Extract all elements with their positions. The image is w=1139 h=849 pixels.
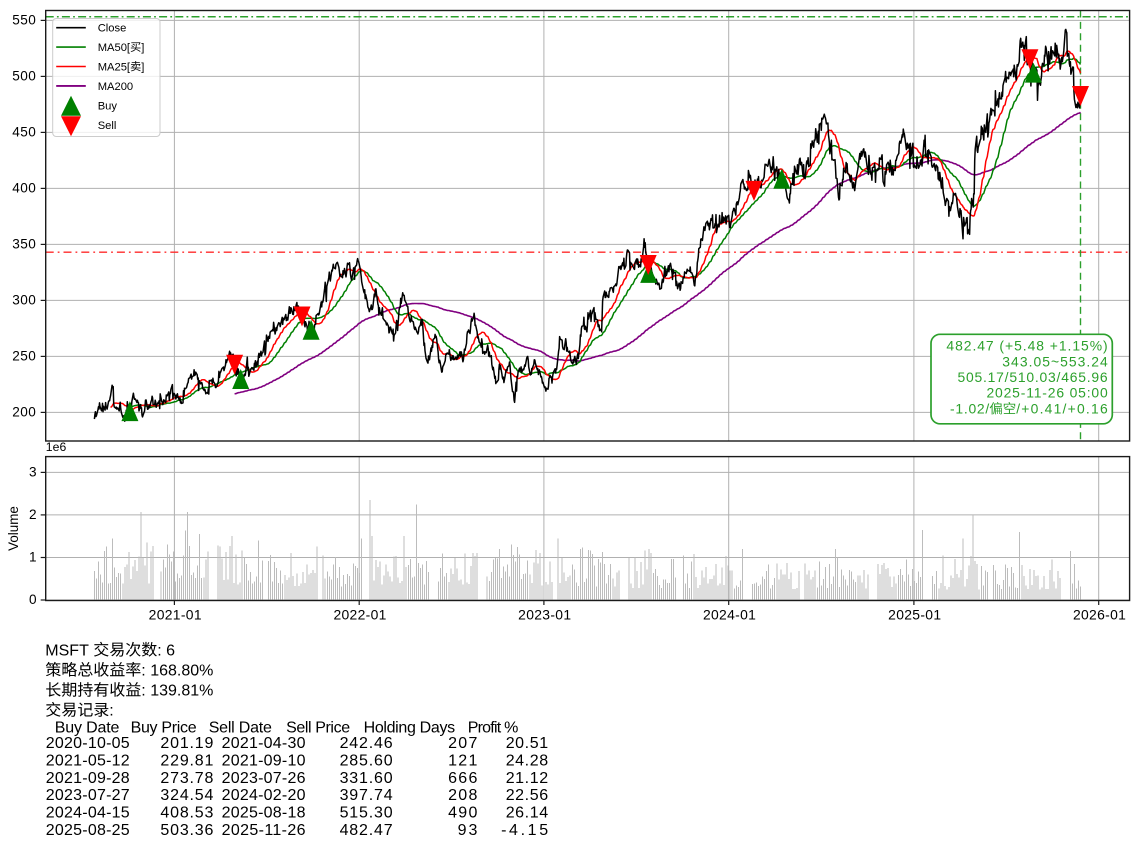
svg-text:515.30: 515.30 <box>340 805 393 822</box>
svg-text:2025-11-26 05:00: 2025-11-26 05:00 <box>987 385 1108 401</box>
svg-text:: 6: : 6 <box>157 642 175 659</box>
svg-text:-1.02/: -1.02/ <box>950 400 989 416</box>
svg-text:MSFT: MSFT <box>45 642 89 659</box>
svg-text:Volume: Volume <box>6 506 21 551</box>
svg-text:2023-01: 2023-01 <box>518 606 571 622</box>
svg-text:-4.15: -4.15 <box>501 822 548 839</box>
svg-text:285.60: 285.60 <box>340 752 393 769</box>
svg-text:MA50[: MA50[ <box>98 42 131 54</box>
svg-text:482.47: 482.47 <box>340 822 393 839</box>
svg-text:26.14: 26.14 <box>506 805 548 822</box>
svg-text:1: 1 <box>29 550 37 565</box>
svg-text:1e6: 1e6 <box>46 440 67 454</box>
svg-text:503.36: 503.36 <box>160 822 213 839</box>
svg-text:Profit %: Profit % <box>468 719 519 736</box>
svg-text:408.53: 408.53 <box>160 805 213 822</box>
svg-text:]: ] <box>141 61 144 73</box>
svg-text:500: 500 <box>12 68 36 83</box>
svg-text:Close: Close <box>98 23 127 35</box>
svg-text:482.47 (+5.48 +1.15%): 482.47 (+5.48 +1.15%) <box>946 338 1107 354</box>
svg-text:121: 121 <box>448 752 477 769</box>
svg-text:2: 2 <box>29 507 37 522</box>
svg-text:2026-01: 2026-01 <box>1073 606 1126 622</box>
svg-text:2021-05-12: 2021-05-12 <box>46 752 130 769</box>
svg-text:229.81: 229.81 <box>160 752 213 769</box>
svg-text:400: 400 <box>12 180 36 195</box>
svg-text:93: 93 <box>458 822 478 839</box>
svg-text:2023-07-27: 2023-07-27 <box>46 787 130 804</box>
svg-text:Buy: Buy <box>98 100 118 112</box>
svg-text:505.17/510.03/465.96: 505.17/510.03/465.96 <box>957 369 1107 385</box>
svg-text:208: 208 <box>448 787 477 804</box>
svg-text:MA200: MA200 <box>98 81 133 93</box>
svg-text:/+0.41/+0.16: /+0.41/+0.16 <box>1016 400 1108 416</box>
svg-text:324.54: 324.54 <box>160 787 213 804</box>
svg-text:550: 550 <box>12 12 36 27</box>
svg-text:2025-01: 2025-01 <box>888 606 941 622</box>
svg-text:Sell Date: Sell Date <box>209 719 272 736</box>
svg-text:2020-10-05: 2020-10-05 <box>46 735 130 752</box>
svg-text:250: 250 <box>12 348 36 363</box>
svg-text:207: 207 <box>448 735 477 752</box>
svg-text:450: 450 <box>12 124 36 139</box>
svg-text:331.60: 331.60 <box>340 770 393 787</box>
svg-text:200: 200 <box>12 404 36 419</box>
svg-text:MA25[: MA25[ <box>98 61 131 73</box>
svg-text:: 168.80%: : 168.80% <box>141 662 213 679</box>
svg-text:: 139.81%: : 139.81% <box>141 683 213 700</box>
svg-text:Holding Days: Holding Days <box>364 719 456 736</box>
svg-text::: : <box>109 703 113 720</box>
svg-text:2025-11-26: 2025-11-26 <box>222 822 306 839</box>
svg-text:2021-09-10: 2021-09-10 <box>222 752 306 769</box>
svg-text:350: 350 <box>12 236 36 251</box>
svg-text:Buy Date: Buy Date <box>55 719 120 736</box>
svg-text:Sell: Sell <box>98 120 117 132</box>
svg-text:300: 300 <box>12 292 36 307</box>
svg-text:343.05~553.24: 343.05~553.24 <box>1002 353 1108 369</box>
svg-text:490: 490 <box>448 805 477 822</box>
svg-text:2022-01: 2022-01 <box>333 606 386 622</box>
svg-text:21.12: 21.12 <box>506 770 548 787</box>
svg-text:3: 3 <box>29 465 37 480</box>
svg-text:2024-01: 2024-01 <box>703 606 756 622</box>
svg-text:2025-08-18: 2025-08-18 <box>222 805 306 822</box>
svg-text:2025-08-25: 2025-08-25 <box>46 822 130 839</box>
svg-text:2021-01: 2021-01 <box>149 606 202 622</box>
svg-text:273.78: 273.78 <box>160 770 213 787</box>
svg-text:2024-04-15: 2024-04-15 <box>46 805 130 822</box>
svg-text:242.46: 242.46 <box>340 735 393 752</box>
svg-text:Sell Price: Sell Price <box>286 719 350 736</box>
svg-text:20.51: 20.51 <box>506 735 548 752</box>
svg-text:666: 666 <box>448 770 477 787</box>
svg-text:22.56: 22.56 <box>506 787 548 804</box>
svg-text:397.74: 397.74 <box>340 787 393 804</box>
svg-text:2024-02-20: 2024-02-20 <box>222 787 306 804</box>
svg-text:201.19: 201.19 <box>160 735 213 752</box>
svg-text:2021-04-30: 2021-04-30 <box>222 735 306 752</box>
svg-text:2021-09-28: 2021-09-28 <box>46 770 130 787</box>
svg-text:24.28: 24.28 <box>506 752 548 769</box>
svg-text:Buy Price: Buy Price <box>131 719 197 736</box>
svg-text:0: 0 <box>29 592 37 607</box>
svg-text:2023-07-26: 2023-07-26 <box>222 770 306 787</box>
svg-text:]: ] <box>141 42 144 54</box>
